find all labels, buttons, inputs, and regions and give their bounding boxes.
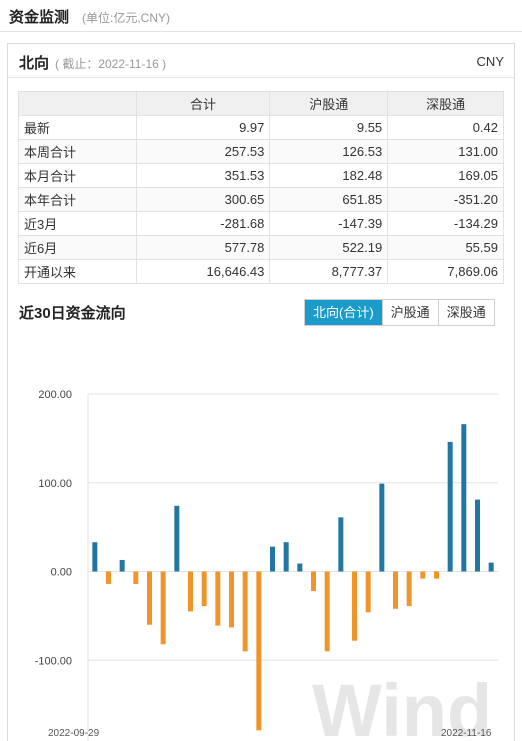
flow-bar[interactable] [365,571,371,613]
northbound-panel: 北向 ( 截止：2022-11-16 ) CNY 合计 沪股通 深股通 最新 9… [7,43,515,741]
table-cell: 651.85 [269,187,389,212]
tab-northbound-total[interactable]: 北向(合计) [305,300,382,325]
flow-tabs: 北向(合计) 沪股通 深股通 [304,299,495,326]
x-end-label: 2022-11-16 [441,728,492,739]
tab-shenzhen-connect[interactable]: 深股通 [437,300,494,325]
table-cell: -351.20 [387,187,504,212]
capital-flow-table: 合计 沪股通 深股通 最新 9.97 9.55 0.42 本周合计 257.53… [18,91,504,284]
flow-bar[interactable] [92,542,98,572]
table-cell: 126.53 [269,139,389,164]
row-label: 最新 [18,115,137,140]
table-header-cell: 深股通 [387,91,504,116]
flow-bar[interactable] [338,517,344,572]
row-label: 本年合计 [18,187,137,212]
flow-bar[interactable] [270,546,275,572]
table-row: 最新 9.97 9.55 0.42 [18,115,504,140]
flow-bar[interactable] [119,559,125,572]
y-tick-label: 0.00 [51,567,72,579]
table-cell: 7,869.06 [387,259,504,284]
chart-section-title: 近30日资金流向 [19,305,126,322]
flow-bar[interactable] [133,571,139,584]
flow-bar[interactable] [393,571,398,609]
flow-bar[interactable] [229,571,234,628]
table-cell: 0.42 [387,115,504,140]
flow-bar[interactable] [201,571,207,607]
flow-bar[interactable] [447,441,453,572]
panel-header: 北向 ( 截止：2022-11-16 ) CNY [8,44,514,78]
table-cell: 169.05 [387,163,504,188]
table-cell: 351.53 [135,163,271,188]
row-label: 近6月 [18,235,137,260]
flow-bar[interactable] [324,571,330,652]
table-header-row: 合计 沪股通 深股通 [18,91,504,116]
flow-bar[interactable] [488,562,494,572]
table-row: 本月合计 351.53 182.48 169.05 [18,163,504,188]
table-cell: 182.48 [269,163,389,188]
flow-bar[interactable] [379,483,385,572]
flow-bar[interactable] [188,571,193,612]
flow-bar[interactable] [311,571,316,592]
flow-bar[interactable] [283,542,289,572]
table-row: 近6月 577.78 522.19 55.59 [18,235,504,260]
table-cell: 9.55 [269,115,389,140]
flow-bar[interactable] [297,563,303,572]
table-cell: 8,777.37 [269,259,389,284]
table-cell: -147.39 [269,211,389,236]
table-cell: 55.59 [387,235,504,260]
flow-bar[interactable] [160,571,166,645]
top-header: 资金监测 (单位:亿元,CNY) [0,0,522,32]
table-header-cell [18,91,137,116]
bars [92,424,494,731]
y-tick-label: -100.00 [35,655,72,667]
table-cell: 257.53 [135,139,271,164]
table-row: 近3月 -281.68 -147.39 -134.29 [18,211,504,236]
flow-bar[interactable] [406,571,412,607]
row-label: 本月合计 [18,163,137,188]
table-cell: 522.19 [269,235,389,260]
unit-note: (单位:亿元,CNY) [82,11,170,25]
row-label: 开通以来 [18,259,137,284]
grid-lines [87,393,498,741]
table-cell: 577.78 [135,235,271,260]
table-cell: 16,646.43 [135,259,271,284]
y-tick-label: 200.00 [38,389,72,401]
flow-bar[interactable] [242,571,248,652]
x-start-label: 2022-09-29 [48,728,100,739]
table-cell: 300.65 [135,187,271,212]
panel-title: 北向 [19,55,50,72]
tab-shanghai-connect[interactable]: 沪股通 [381,300,438,325]
flow-bar[interactable] [352,571,357,641]
table-cell: -134.29 [387,211,504,236]
flow-bar[interactable] [147,571,152,625]
page-title: 资金监测 [9,9,70,26]
table-row: 本周合计 257.53 126.53 131.00 [18,139,504,164]
flow-bar[interactable] [420,571,426,579]
flow-bar[interactable] [256,571,262,731]
row-label: 近3月 [18,211,137,236]
table-cell: 9.97 [135,115,271,140]
table-header-cell: 沪股通 [269,91,389,116]
table-row: 本年合计 300.65 651.85 -351.20 [18,187,504,212]
table-cell: 131.00 [387,139,504,164]
flow-bar[interactable] [461,424,467,572]
flow-bar[interactable] [434,571,439,579]
row-label: 本周合计 [18,139,137,164]
flow-bar[interactable] [475,499,480,572]
flow-bar[interactable] [215,571,221,626]
table-row: 开通以来 16,646.43 8,777.37 7,869.06 [18,259,504,284]
table-header-cell: 合计 [135,91,271,116]
flow-bar[interactable] [174,505,180,572]
table-cell: -281.68 [135,211,271,236]
currency-label: CNY [476,54,504,69]
wind-watermark: Wind [312,669,492,741]
as-of-date: ( 截止：2022-11-16 ) [55,57,167,71]
y-tick-label: 100.00 [38,478,72,490]
flow-bar[interactable] [106,571,111,584]
